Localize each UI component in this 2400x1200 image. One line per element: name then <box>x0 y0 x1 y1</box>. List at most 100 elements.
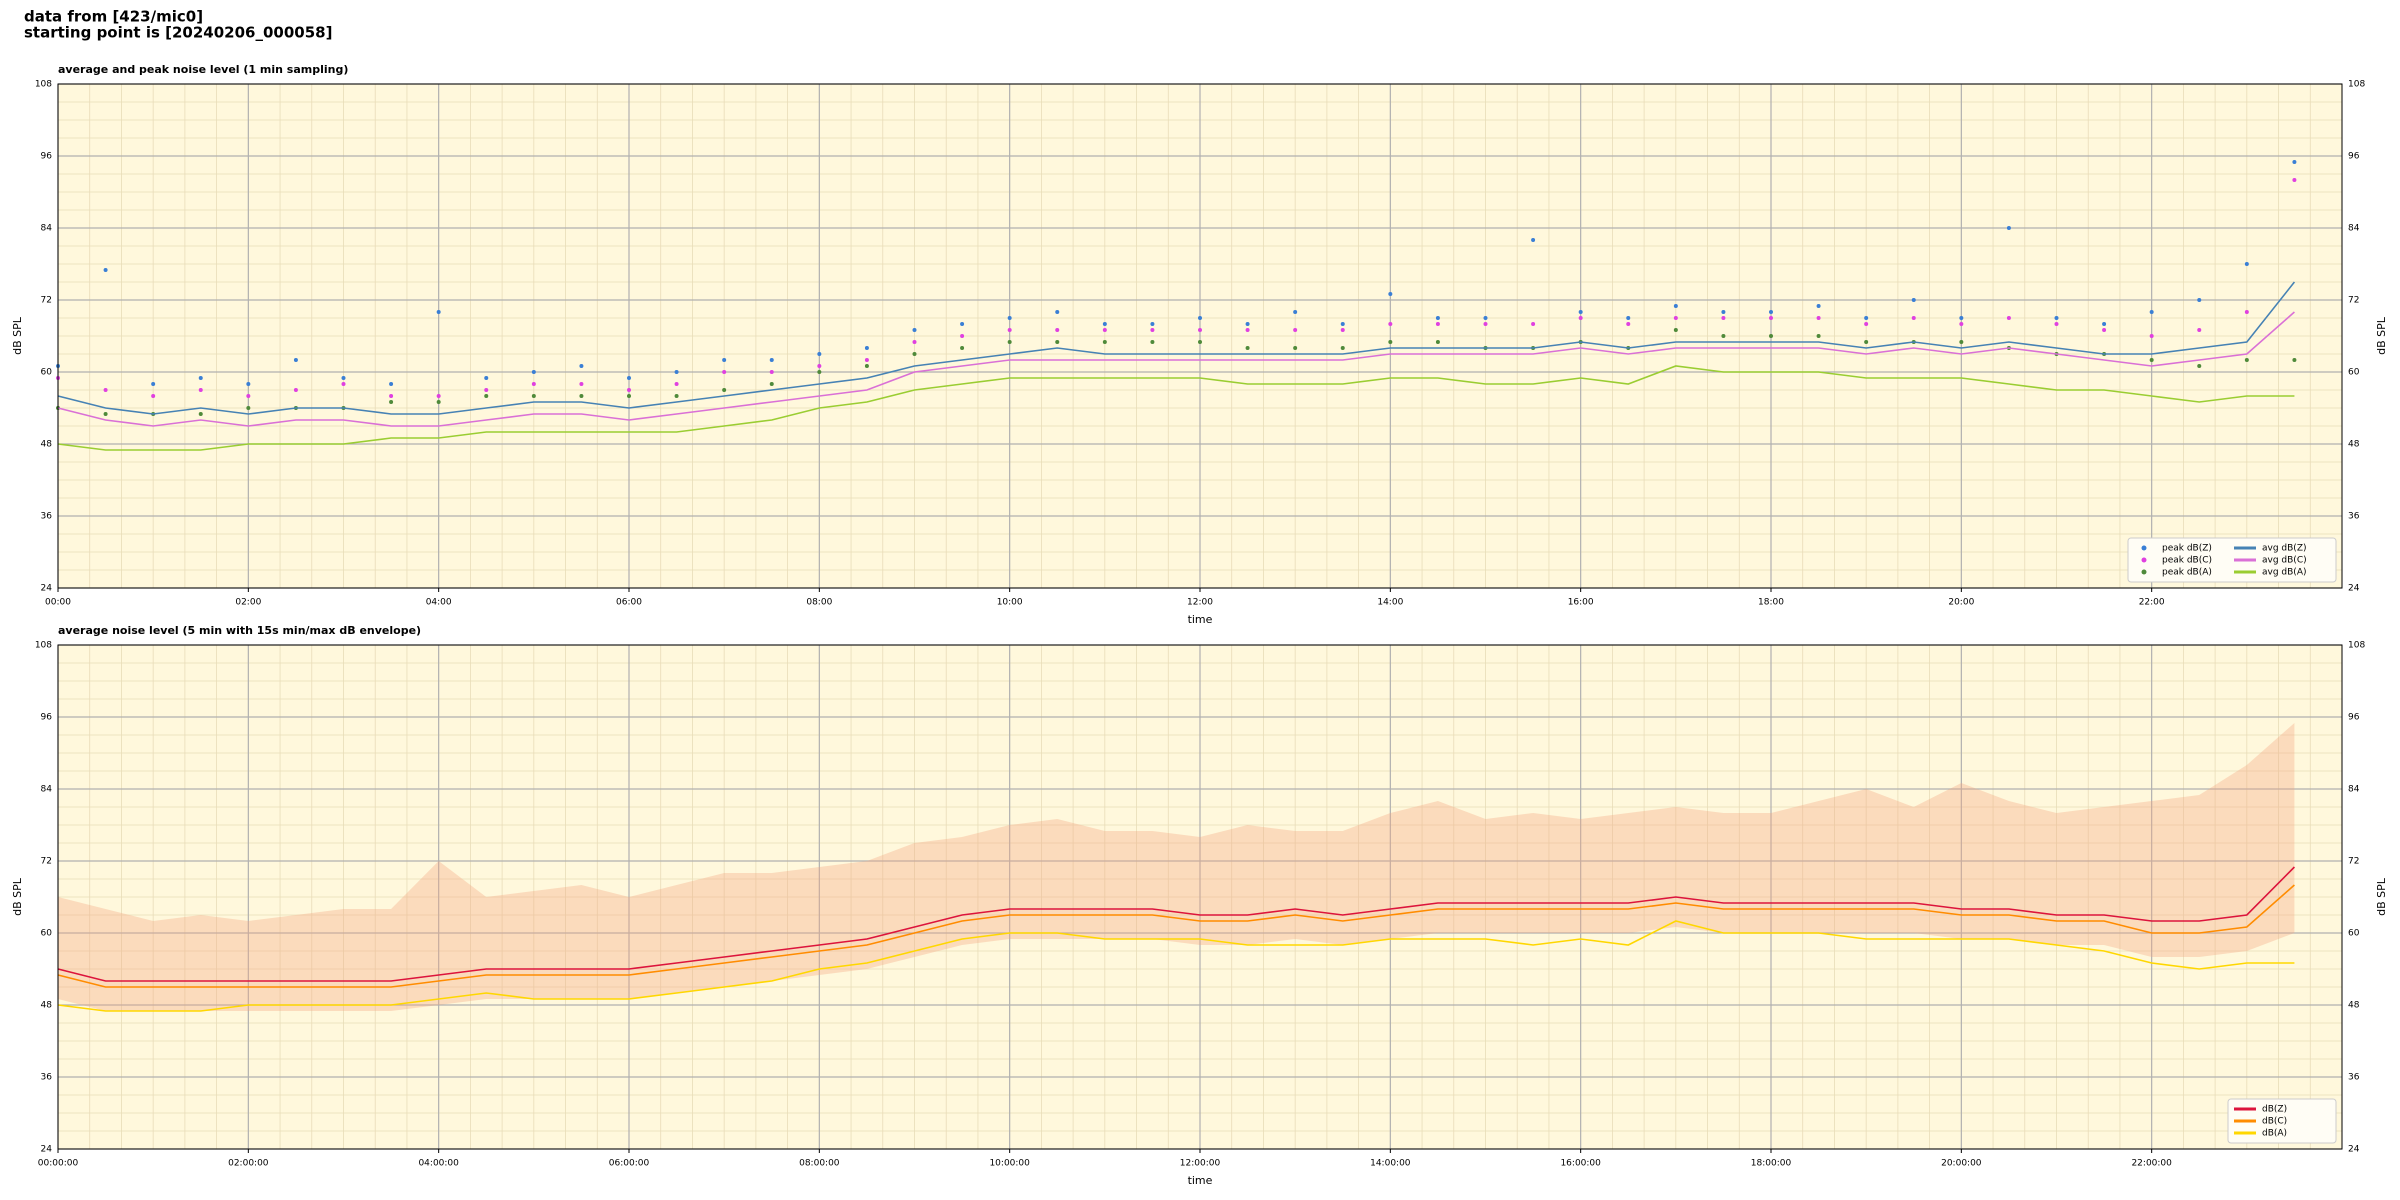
peak-point <box>2292 178 2297 182</box>
y-tick-label: 36 <box>2348 512 2360 522</box>
legend-label: avg dB(C) <box>2262 556 2307 566</box>
header-line: data from [423/mic0] <box>24 8 203 26</box>
peak-point <box>1673 304 1678 308</box>
peak-point <box>2197 364 2202 368</box>
peak-point <box>864 346 869 350</box>
x-tick-label: 06:00 <box>616 598 642 608</box>
peak-point <box>1769 316 1773 320</box>
peak-point <box>198 388 203 392</box>
peak-point <box>484 394 489 398</box>
peak-point <box>531 382 536 386</box>
peak-point <box>1245 328 1250 332</box>
x-tick-label: 20:00:00 <box>1941 1159 1982 1169</box>
peak-point <box>2197 328 2202 332</box>
peak-point <box>2054 322 2059 326</box>
peak-point <box>1340 328 1345 332</box>
peak-point <box>1198 316 1202 320</box>
peak-point <box>2149 310 2154 314</box>
peak-point <box>1959 340 1964 344</box>
peak-point <box>1959 316 1964 320</box>
peak-point <box>1293 328 1298 332</box>
x-tick-label: 18:00 <box>1758 598 1784 608</box>
series-line <box>57 281 2296 415</box>
peak-point <box>2244 262 2249 266</box>
legend <box>2127 537 2337 583</box>
x-tick-label: 22:00 <box>2139 598 2165 608</box>
peak-point <box>1293 310 1298 314</box>
peak-point <box>912 328 917 332</box>
plot-frame <box>57 83 2343 589</box>
peak-point <box>1150 322 1155 326</box>
y-tick-label: 108 <box>2348 80 2365 90</box>
peak-point <box>484 376 489 380</box>
peak-point <box>1531 322 1536 326</box>
legend-marker <box>2141 545 2147 551</box>
series-line <box>57 866 2295 982</box>
peak-point <box>2244 358 2249 362</box>
peak-point <box>1816 334 1821 338</box>
y-tick-label: 96 <box>41 713 53 723</box>
x-tick-label: 12:00 <box>1187 598 1213 608</box>
x-tick-label: 16:00:00 <box>1560 1159 1601 1169</box>
y-tick-label: 84 <box>41 785 53 795</box>
x-tick-label: 08:00:00 <box>799 1159 840 1169</box>
x-tick-label: 00:00:00 <box>38 1159 79 1169</box>
peak-point <box>2054 316 2059 320</box>
peak-point <box>627 376 631 380</box>
peak-point <box>1578 310 1583 314</box>
y-tick-label: 60 <box>41 929 53 939</box>
peak-point <box>817 352 822 356</box>
x-tick-label: 08:00 <box>806 598 832 608</box>
peak-point <box>1055 328 1060 332</box>
y-tick-label: 72 <box>41 296 52 306</box>
peak-point <box>769 382 774 386</box>
peak-point <box>103 388 108 392</box>
peak-point <box>389 382 394 386</box>
peak-point <box>1055 310 1060 314</box>
peak-point <box>1959 322 1964 326</box>
peak-point <box>1483 322 1488 326</box>
x-axis-label: time <box>1188 1174 1213 1187</box>
peak-point <box>484 388 489 392</box>
y-tick-label: 84 <box>2348 785 2360 795</box>
peak-point <box>151 394 156 398</box>
peak-point <box>151 382 156 386</box>
y-tick-label: 48 <box>2348 1001 2360 1011</box>
peak-point <box>1102 322 1107 326</box>
peak-point <box>1626 322 1631 326</box>
peak-point <box>912 340 917 344</box>
peak-point <box>1102 328 1107 332</box>
legend-label: avg dB(Z) <box>2262 544 2307 554</box>
peak-point <box>1721 316 1726 320</box>
peak-point <box>1816 316 1821 320</box>
peak-point <box>2197 298 2202 302</box>
series-line <box>57 920 2295 1012</box>
legend-label: dB(C) <box>2262 1117 2287 1127</box>
y-tick-label: 84 <box>2348 224 2360 234</box>
peak-point <box>2244 310 2249 314</box>
peak-point <box>1864 316 1869 320</box>
peak-point <box>1388 322 1393 326</box>
legend-label: avg dB(A) <box>2262 568 2306 578</box>
chart-title: average noise level (5 min with 15s min/… <box>58 624 421 637</box>
peak-point <box>2149 334 2154 338</box>
peak-point <box>1388 340 1393 344</box>
peak-point <box>1340 346 1345 350</box>
y-tick-label: 108 <box>2348 641 2365 651</box>
peak-point <box>1721 310 1726 314</box>
y-tick-label: 60 <box>41 368 53 378</box>
legend-label: peak dB(A) <box>2162 568 2212 578</box>
peak-point <box>1721 334 1726 338</box>
peak-point <box>1673 328 1678 332</box>
envelope <box>58 723 2295 1011</box>
y-axis-label: dB SPL <box>2375 316 2388 355</box>
x-tick-label: 10:00:00 <box>989 1159 1030 1169</box>
x-tick-label: 12:00:00 <box>1180 1159 1221 1169</box>
peak-point <box>960 334 965 338</box>
peak-point <box>1198 340 1202 344</box>
peak-point <box>1769 310 1773 314</box>
y-tick-label: 60 <box>2348 929 2360 939</box>
peak-point <box>722 358 727 362</box>
